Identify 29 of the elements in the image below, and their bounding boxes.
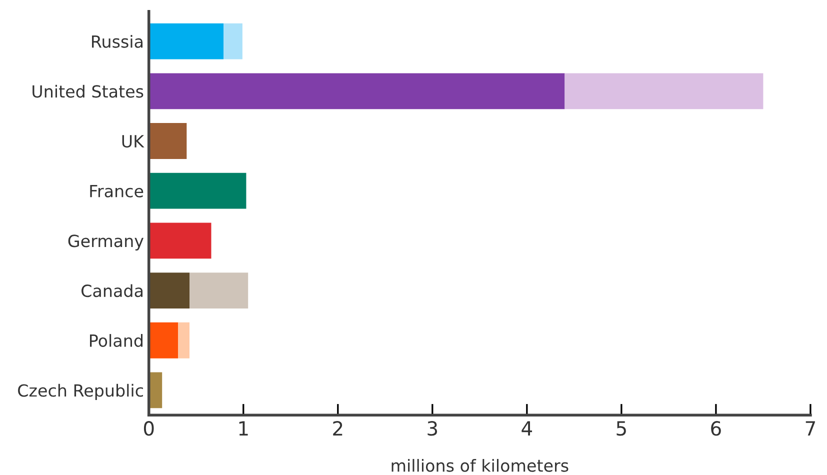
y-tick-label: Germany xyxy=(68,234,144,250)
y-tick-label: Russia xyxy=(92,34,142,48)
bar xyxy=(148,272,190,308)
x-axis-title: millions of kilometers xyxy=(392,458,568,472)
y-tick-label: Poland xyxy=(90,334,142,347)
y-tick-label: Canada xyxy=(82,284,142,298)
bar xyxy=(148,172,246,209)
bar xyxy=(224,23,242,60)
bar xyxy=(178,322,190,358)
bar xyxy=(148,23,224,60)
bar xyxy=(190,272,248,308)
x-tick-label: 3 xyxy=(428,421,438,436)
x-tick-label: 1 xyxy=(239,421,248,436)
bar xyxy=(564,73,764,110)
x-tick-label: 2 xyxy=(333,421,342,436)
y-tick-label: Czech Republic xyxy=(18,384,143,400)
bar xyxy=(148,322,178,358)
bar xyxy=(148,222,212,259)
y-tick-label: UK xyxy=(122,135,144,148)
bar xyxy=(148,372,162,408)
bar xyxy=(148,73,565,110)
x-tick-label: 6 xyxy=(711,421,721,436)
bar xyxy=(148,123,187,159)
x-tick-label: 0 xyxy=(144,421,154,436)
x-tick-label: 5 xyxy=(616,421,626,436)
x-tick-label: 7 xyxy=(806,421,815,436)
y-tick-label: United States xyxy=(32,84,144,98)
x-tick-label: 4 xyxy=(522,421,532,436)
y-tick-label: France xyxy=(90,185,144,198)
